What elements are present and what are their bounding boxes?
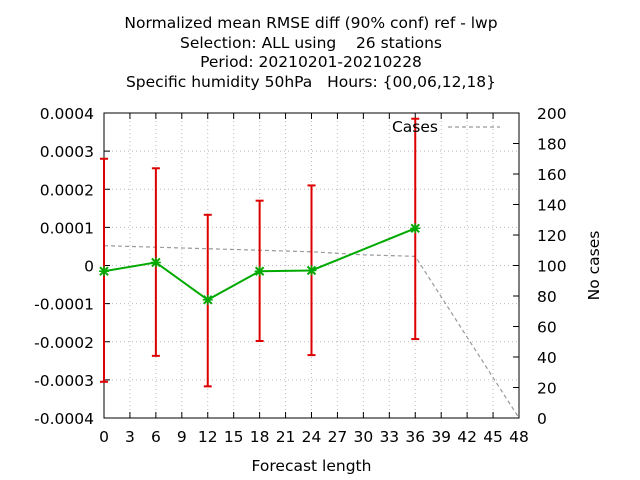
y2-tick-label: 80 [537, 288, 557, 306]
x-tick-label: 48 [509, 428, 529, 446]
x-tick-label: 30 [354, 428, 374, 446]
title-line-2: Selection: ALL using 26 stations [179, 33, 443, 52]
data-point [150, 257, 161, 268]
y2-tick-label: 0 [537, 410, 547, 428]
chart-title: Normalized mean RMSE diff (90% conf) ref… [0, 14, 622, 92]
rmse-diff-line [103, 227, 416, 301]
x-tick-label: 45 [483, 428, 503, 446]
x-tick-label: 15 [224, 428, 244, 446]
x-axis-label: Forecast length [252, 457, 372, 475]
x-tick-label: 36 [405, 428, 425, 446]
y2-tick-label: 60 [537, 319, 557, 337]
y-tick-label: 0.0004 [40, 105, 94, 123]
series [99, 117, 520, 419]
y2-tick-label: 180 [537, 136, 567, 154]
y-tick-label: 0 [84, 258, 94, 276]
x-tick-label: 24 [302, 428, 322, 446]
title-line-1: Normalized mean RMSE diff (90% conf) ref… [124, 14, 498, 32]
x-tick-label: 12 [198, 428, 218, 446]
y2-tick-label: 200 [537, 105, 567, 123]
data-point [99, 266, 109, 277]
x-tick-label: 3 [125, 428, 135, 446]
y-tick-label: -0.0004 [34, 410, 94, 428]
x-tick-label: 0 [99, 428, 109, 446]
x-tick-label: 42 [457, 428, 477, 446]
y2-tick-label: 120 [537, 227, 567, 245]
x-tick-label: 21 [276, 428, 296, 446]
title-line-3: Period: 20210201-20210228 [200, 53, 422, 71]
y2-axis-label: No cases [585, 231, 603, 301]
legend: Cases [392, 118, 500, 136]
y2-tick-label: 140 [537, 197, 567, 215]
ticks: 0 3 6 9 12 15 18 21 24 27 30 33 36 39 42 45 480.00040.00… [34, 105, 566, 446]
y-tick-label: -0.0002 [34, 334, 94, 352]
y-tick-label: -0.0001 [34, 296, 94, 314]
data-point [306, 265, 317, 276]
x-tick-label: 9 [177, 428, 187, 446]
y-tick-label: -0.0003 [34, 372, 94, 390]
data-point [254, 266, 265, 277]
x-tick-label: 33 [379, 428, 399, 446]
y-tick-label: 0.0001 [40, 219, 94, 237]
y2-tick-label: 160 [537, 166, 567, 184]
x-tick-label: 6 [151, 428, 161, 446]
y2-tick-label: 20 [537, 380, 557, 398]
title-line-4: Specific humidity 50hPa Hours: {00,06,12… [125, 72, 497, 91]
data-point [410, 223, 421, 234]
y-tick-label: 0.0003 [40, 143, 94, 161]
y2-tick-label: 100 [537, 258, 567, 276]
data-point [202, 294, 213, 305]
legend-label-cases: Cases [392, 118, 438, 136]
y-tick-label: 0.0002 [40, 181, 94, 199]
x-tick-label: 18 [250, 428, 270, 446]
x-tick-label: 39 [431, 428, 451, 446]
y2-tick-label: 40 [537, 349, 557, 367]
cases-line [103, 245, 520, 419]
x-tick-label: 27 [328, 428, 348, 446]
